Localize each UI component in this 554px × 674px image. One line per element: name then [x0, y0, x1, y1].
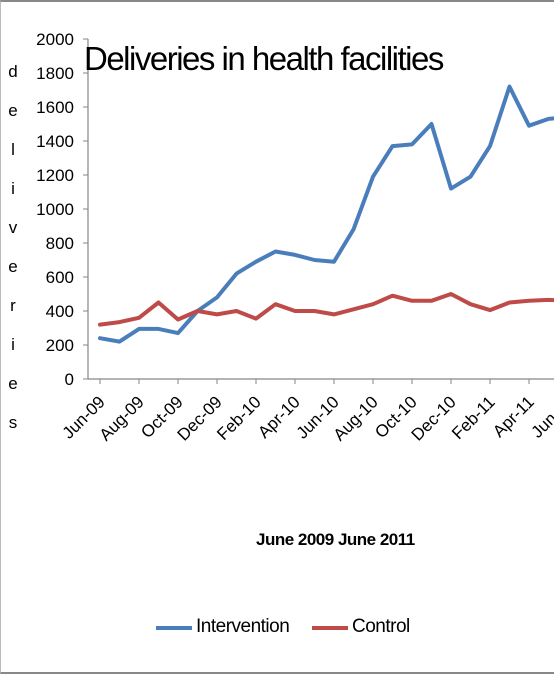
series-line-intervention [98, 84, 554, 344]
x-tick-label: Feb-10 [213, 392, 265, 444]
y-axis-label-letter: i [11, 335, 15, 354]
y-tick-label: 0 [65, 370, 74, 389]
y-tick-label: 1800 [36, 64, 74, 83]
y-tick-label: 600 [46, 268, 74, 287]
y-tick-label: 1600 [36, 98, 74, 117]
chart-title: Deliveries in health facilities [84, 40, 444, 77]
x-tick-label: Dec-09 [174, 392, 226, 444]
series-lines [98, 84, 554, 344]
y-axis-label-letter: l [11, 140, 15, 159]
y-tick-label: 800 [46, 234, 74, 253]
series-line-control [98, 292, 554, 327]
axes [83, 38, 554, 384]
y-tick-label: 400 [46, 302, 74, 321]
x-axis-label: June 2009 June 2011 [256, 530, 415, 549]
x-tick-label: Apr-11 [489, 392, 538, 441]
y-axis-label-letter: r [10, 296, 16, 315]
y-axis-label-letter: e [8, 101, 18, 120]
y-axis-label-letter: i [11, 179, 15, 198]
legend-label-intervention: Intervention [196, 616, 290, 637]
y-tick-label: 1200 [36, 166, 74, 185]
x-tick-label: Feb-11 [448, 392, 499, 443]
y-tick-label: 1400 [36, 132, 74, 151]
x-tick-label: Apr-10 [254, 392, 304, 442]
y-axis-label-letter: s [8, 413, 18, 432]
legend-swatch-intervention [156, 626, 192, 630]
y-tick-labels: 0 200 400 600 800 1000 1200 1400 1600 1800 2000 [36, 30, 74, 389]
x-tick-label: Dec-10 [408, 392, 460, 444]
y-tick-label: 2000 [36, 30, 74, 49]
y-axis-label-letter: d [8, 62, 18, 81]
x-tick-labels: Jun-09Aug-09Oct-09Dec-09Feb-10Apr-10Jun-… [59, 392, 554, 444]
legend-swatch-control [312, 626, 348, 630]
legend-label-control: Control [352, 616, 410, 637]
y-tick-label: 1000 [36, 200, 74, 219]
y-axis-label-letter: e [8, 374, 18, 393]
y-tick-label: 200 [46, 336, 74, 355]
y-axis-label-letter: v [8, 218, 18, 237]
y-axis-label-letter: e [8, 257, 18, 276]
x-tick-label: Aug-10 [330, 392, 382, 444]
x-tick-label: Aug-09 [96, 392, 148, 444]
